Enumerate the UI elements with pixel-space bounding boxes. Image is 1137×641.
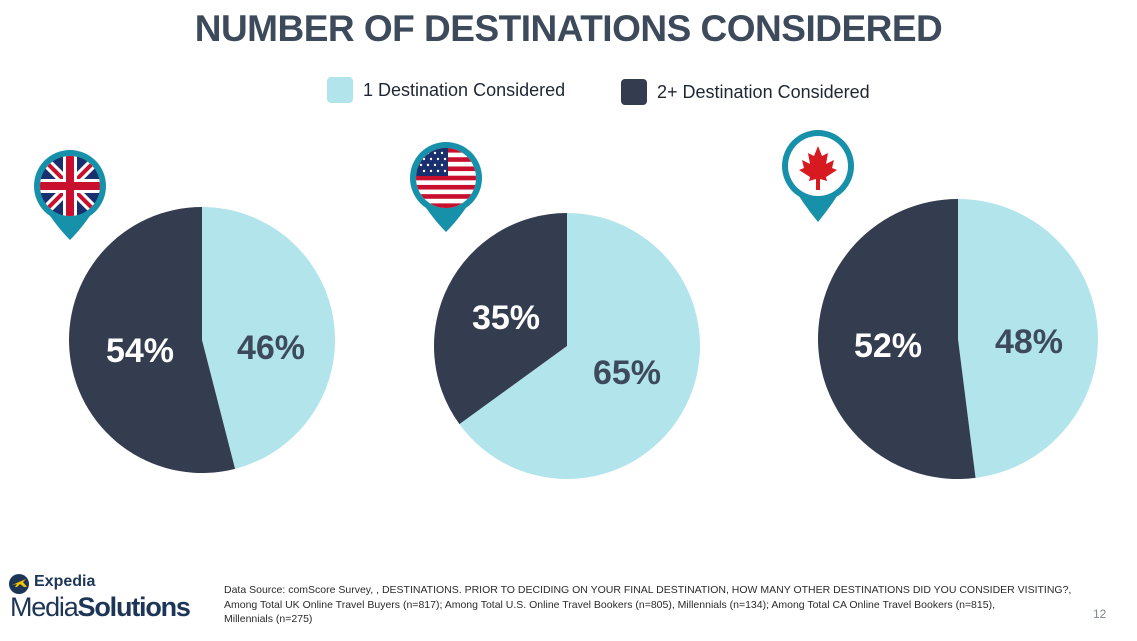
legend-swatch-light <box>327 77 353 103</box>
pie-slice <box>69 207 236 473</box>
pies-group: 46% 54% 65% 35% 48% 52% <box>69 199 1098 480</box>
pie-slice <box>202 207 336 469</box>
us-flag-pin-icon <box>410 142 482 232</box>
source-line: Millennials (n=275) <box>224 613 313 625</box>
pie-slice <box>958 199 1098 478</box>
pie-slice <box>817 199 976 479</box>
pie-slice <box>433 213 567 425</box>
logo-expedia-text: Expedia <box>34 573 96 590</box>
source-line: Among Total UK Online Travel Buyers (n=8… <box>224 598 995 611</box>
page-title: NUMBER OF DESTINATIONS CONSIDERED <box>194 8 943 49</box>
canada-flag-pin-icon <box>782 130 854 222</box>
pie-slice-label: 52% <box>854 327 922 365</box>
pie-slice-label: 65% <box>593 354 661 392</box>
expedia-media-solutions-logo: Expedia MediaSolutions <box>6 573 196 623</box>
pie-slice-label: 35% <box>472 299 540 337</box>
legend-label: 2+ Destination Considered <box>657 81 870 102</box>
source-line: Data Source: comScore Survey, , DESTINAT… <box>224 584 1072 596</box>
pie-slice <box>459 213 700 480</box>
page-number: 12 <box>1093 607 1107 621</box>
logo-media-solutions-text: MediaSolutions <box>10 592 191 622</box>
legend-item-2plus-destinations: 2+ Destination Considered <box>621 79 870 105</box>
pie-slice-label: 48% <box>995 323 1063 361</box>
legend-label: 1 Destination Considered <box>363 79 566 100</box>
plane-icon <box>9 574 29 594</box>
legend-item-1-destination: 1 Destination Considered <box>327 77 565 103</box>
legend-swatch-dark <box>621 79 647 105</box>
pie-slice-label: 54% <box>106 332 174 370</box>
uk-flag-pin-icon <box>34 150 106 240</box>
data-source-note: Data Source: comScore Survey, , DESTINAT… <box>224 583 1074 627</box>
pie-slice-label: 46% <box>237 329 305 367</box>
